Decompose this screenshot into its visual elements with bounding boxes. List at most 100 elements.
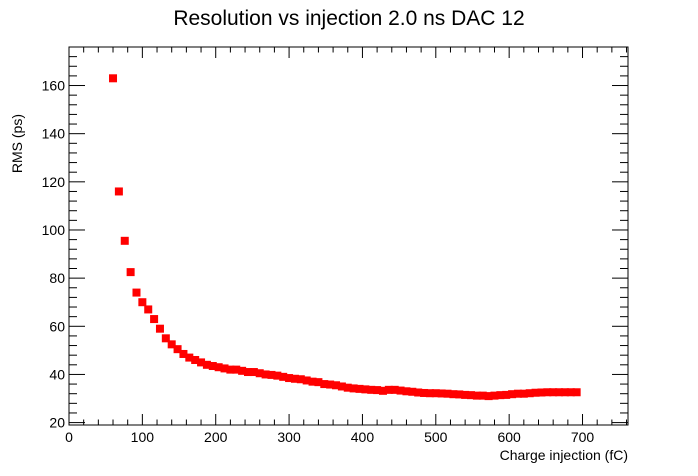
- data-point: [443, 389, 452, 398]
- data-points: [109, 74, 581, 401]
- data-point: [238, 366, 247, 375]
- data-point: [367, 385, 376, 394]
- data-point: [273, 371, 282, 380]
- data-point: [496, 391, 505, 400]
- y-tick-label: 160: [42, 78, 66, 94]
- data-point: [461, 390, 470, 399]
- data-point: [138, 298, 147, 307]
- y-tick-label: 40: [49, 366, 65, 382]
- data-point: [560, 388, 569, 397]
- data-point: [384, 385, 393, 394]
- data-point: [402, 387, 411, 396]
- y-tick-label: 100: [42, 222, 66, 238]
- data-point: [414, 388, 423, 397]
- data-point: [243, 368, 252, 377]
- y-tick-label: 140: [42, 126, 66, 142]
- data-point: [490, 391, 499, 400]
- data-point: [337, 382, 346, 391]
- data-point: [302, 376, 311, 385]
- data-point: [179, 349, 188, 358]
- data-point: [508, 390, 517, 399]
- data-point: [150, 315, 159, 324]
- data-point: [109, 74, 118, 83]
- data-point: [173, 345, 182, 354]
- data-point: [308, 377, 317, 386]
- data-point: [155, 324, 164, 333]
- data-point: [549, 388, 558, 397]
- y-axis: 20 40 60 80 100 120 140 160: [42, 46, 628, 431]
- data-point: [226, 365, 235, 374]
- plot-frame: [68, 46, 629, 426]
- data-point: [555, 388, 564, 397]
- data-point: [502, 390, 511, 399]
- data-point: [373, 386, 382, 395]
- data-point: [361, 385, 370, 394]
- data-point: [326, 380, 335, 389]
- data-point: [349, 384, 358, 393]
- data-point: [455, 390, 464, 399]
- data-point: [290, 374, 299, 383]
- data-point: [484, 392, 493, 401]
- data-point: [566, 388, 575, 397]
- data-point: [214, 363, 223, 372]
- data-point: [467, 391, 476, 400]
- data-point: [378, 386, 387, 395]
- data-point: [478, 391, 487, 400]
- x-axis-title: Charge injection (fC): [500, 447, 628, 463]
- data-point: [267, 370, 276, 379]
- x-tick-label: 100: [131, 429, 155, 445]
- data-point: [572, 388, 581, 397]
- x-tick-label: 200: [204, 429, 228, 445]
- data-point: [208, 362, 217, 371]
- data-point: [543, 388, 552, 397]
- data-point: [296, 375, 305, 384]
- data-point: [167, 340, 176, 349]
- data-point: [431, 389, 440, 398]
- y-tick-label: 80: [49, 270, 65, 286]
- data-point: [408, 387, 417, 396]
- data-point: [390, 385, 399, 394]
- x-tick-label: 700: [571, 429, 595, 445]
- data-point: [120, 236, 129, 245]
- data-point: [255, 369, 264, 378]
- data-point: [114, 187, 123, 196]
- data-point: [396, 386, 405, 395]
- x-tick-label: 300: [277, 429, 301, 445]
- y-axis-title: RMS (ps): [9, 114, 25, 173]
- data-point: [420, 388, 429, 397]
- y-tick-label: 60: [49, 318, 65, 334]
- data-point: [320, 380, 329, 389]
- y-tick-label: 120: [42, 174, 66, 190]
- x-tick-label: 500: [424, 429, 448, 445]
- x-axis: 0 100 200 300 400 500 600 700: [65, 47, 628, 445]
- x-tick-label: 0: [65, 429, 73, 445]
- data-point: [525, 389, 534, 398]
- data-point: [519, 389, 528, 398]
- data-point: [191, 355, 200, 364]
- data-point: [132, 288, 141, 297]
- data-point: [355, 384, 364, 393]
- data-point: [472, 391, 481, 400]
- data-point: [220, 364, 229, 373]
- data-point: [285, 374, 294, 383]
- data-point: [185, 353, 194, 362]
- data-point: [425, 389, 434, 398]
- data-point: [537, 388, 546, 397]
- data-point: [279, 372, 288, 381]
- data-point: [531, 388, 540, 397]
- chart-title: Resolution vs injection 2.0 ns DAC 12: [173, 7, 524, 30]
- x-tick-label: 600: [497, 429, 521, 445]
- y-tick-label: 20: [49, 415, 65, 431]
- data-point: [261, 370, 270, 379]
- data-point: [437, 389, 446, 398]
- data-point: [197, 358, 206, 367]
- data-point: [249, 368, 258, 377]
- data-point: [144, 305, 153, 314]
- data-point: [449, 390, 458, 399]
- data-point: [332, 381, 341, 390]
- data-point: [343, 383, 352, 392]
- data-point: [126, 268, 135, 277]
- data-point: [513, 389, 522, 398]
- data-point: [161, 334, 170, 343]
- data-point: [232, 365, 241, 374]
